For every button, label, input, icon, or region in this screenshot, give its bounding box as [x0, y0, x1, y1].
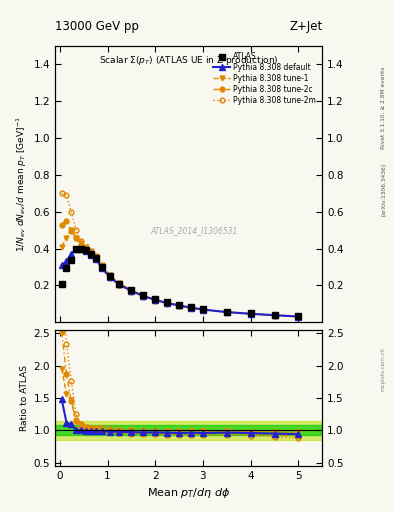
Y-axis label: Ratio to ATLAS: Ratio to ATLAS — [20, 365, 29, 431]
Text: ATLAS_2014_I1306531: ATLAS_2014_I1306531 — [150, 227, 238, 236]
X-axis label: Mean $p_T/d\eta\ d\phi$: Mean $p_T/d\eta\ d\phi$ — [147, 486, 230, 500]
Text: Z+Jet: Z+Jet — [289, 20, 322, 33]
Text: [arXiv:1306.3436]: [arXiv:1306.3436] — [381, 163, 386, 216]
Text: Rivet 3.1.10, ≥ 2.8M events: Rivet 3.1.10, ≥ 2.8M events — [381, 66, 386, 149]
Legend: ATLAS, Pythia 8.308 default, Pythia 8.308 tune-1, Pythia 8.308 tune-2c, Pythia 8: ATLAS, Pythia 8.308 default, Pythia 8.30… — [211, 50, 318, 107]
Text: 13000 GeV pp: 13000 GeV pp — [55, 20, 139, 33]
Text: Scalar $\Sigma(p_T)$ (ATLAS UE in Z production): Scalar $\Sigma(p_T)$ (ATLAS UE in Z prod… — [99, 54, 278, 68]
Y-axis label: $1/N_{ev}\ dN_{ev}/d\ \mathrm{mean}\ p_T\ [\mathrm{GeV}]^{-1}$: $1/N_{ev}\ dN_{ev}/d\ \mathrm{mean}\ p_T… — [15, 116, 29, 252]
Text: mcplots.cern.ch: mcplots.cern.ch — [381, 347, 386, 391]
